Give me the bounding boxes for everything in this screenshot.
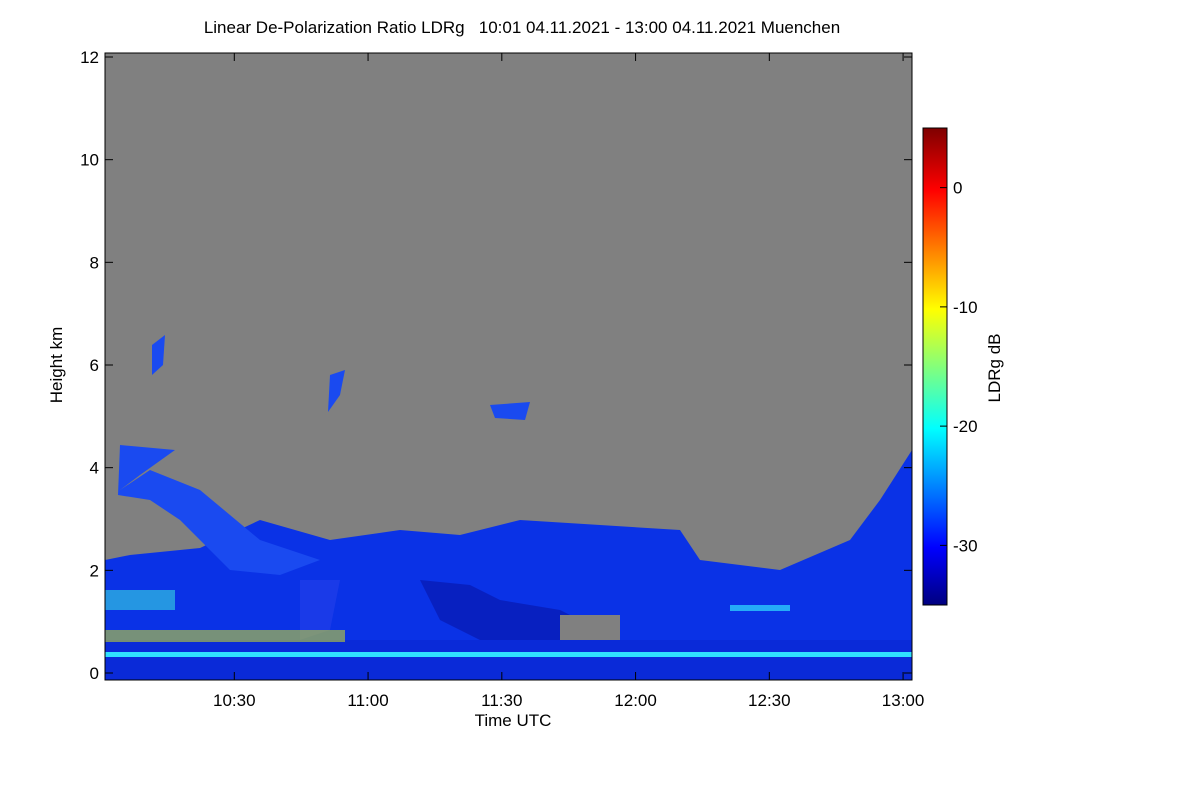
colorbar-label: LDRg dB (985, 334, 1004, 403)
chart-title: Linear De-Polarization Ratio LDRg 10:01 … (204, 18, 840, 37)
y-tick-label: 10 (80, 151, 99, 170)
x-tick-label: 12:00 (614, 691, 657, 710)
colorbar (922, 127, 948, 606)
heatmap-image (105, 53, 912, 680)
colorbar-tick-label: -10 (953, 298, 978, 317)
colorbar-tick-label: 0 (953, 179, 962, 198)
x-tick-label: 12:30 (748, 691, 791, 710)
y-tick-label: 0 (90, 664, 99, 683)
x-axis-label: Time UTC (475, 711, 552, 730)
y-tick-label: 6 (90, 356, 99, 375)
y-tick-label: 4 (90, 459, 99, 478)
x-tick-label: 11:00 (347, 691, 388, 710)
colorbar-tick-label: -30 (953, 536, 978, 555)
x-tick-label: 10:30 (213, 691, 256, 710)
y-tick-label: 2 (90, 561, 99, 580)
y-tick-label: 8 (90, 253, 99, 272)
plot-frame (104, 52, 913, 681)
colorbar-tick-label: -20 (953, 417, 978, 436)
x-tick-label: 13:00 (882, 691, 925, 710)
y-axis-label: Height km (47, 327, 66, 404)
x-tick-label: 11:30 (481, 691, 522, 710)
y-tick-label: 12 (80, 48, 99, 67)
